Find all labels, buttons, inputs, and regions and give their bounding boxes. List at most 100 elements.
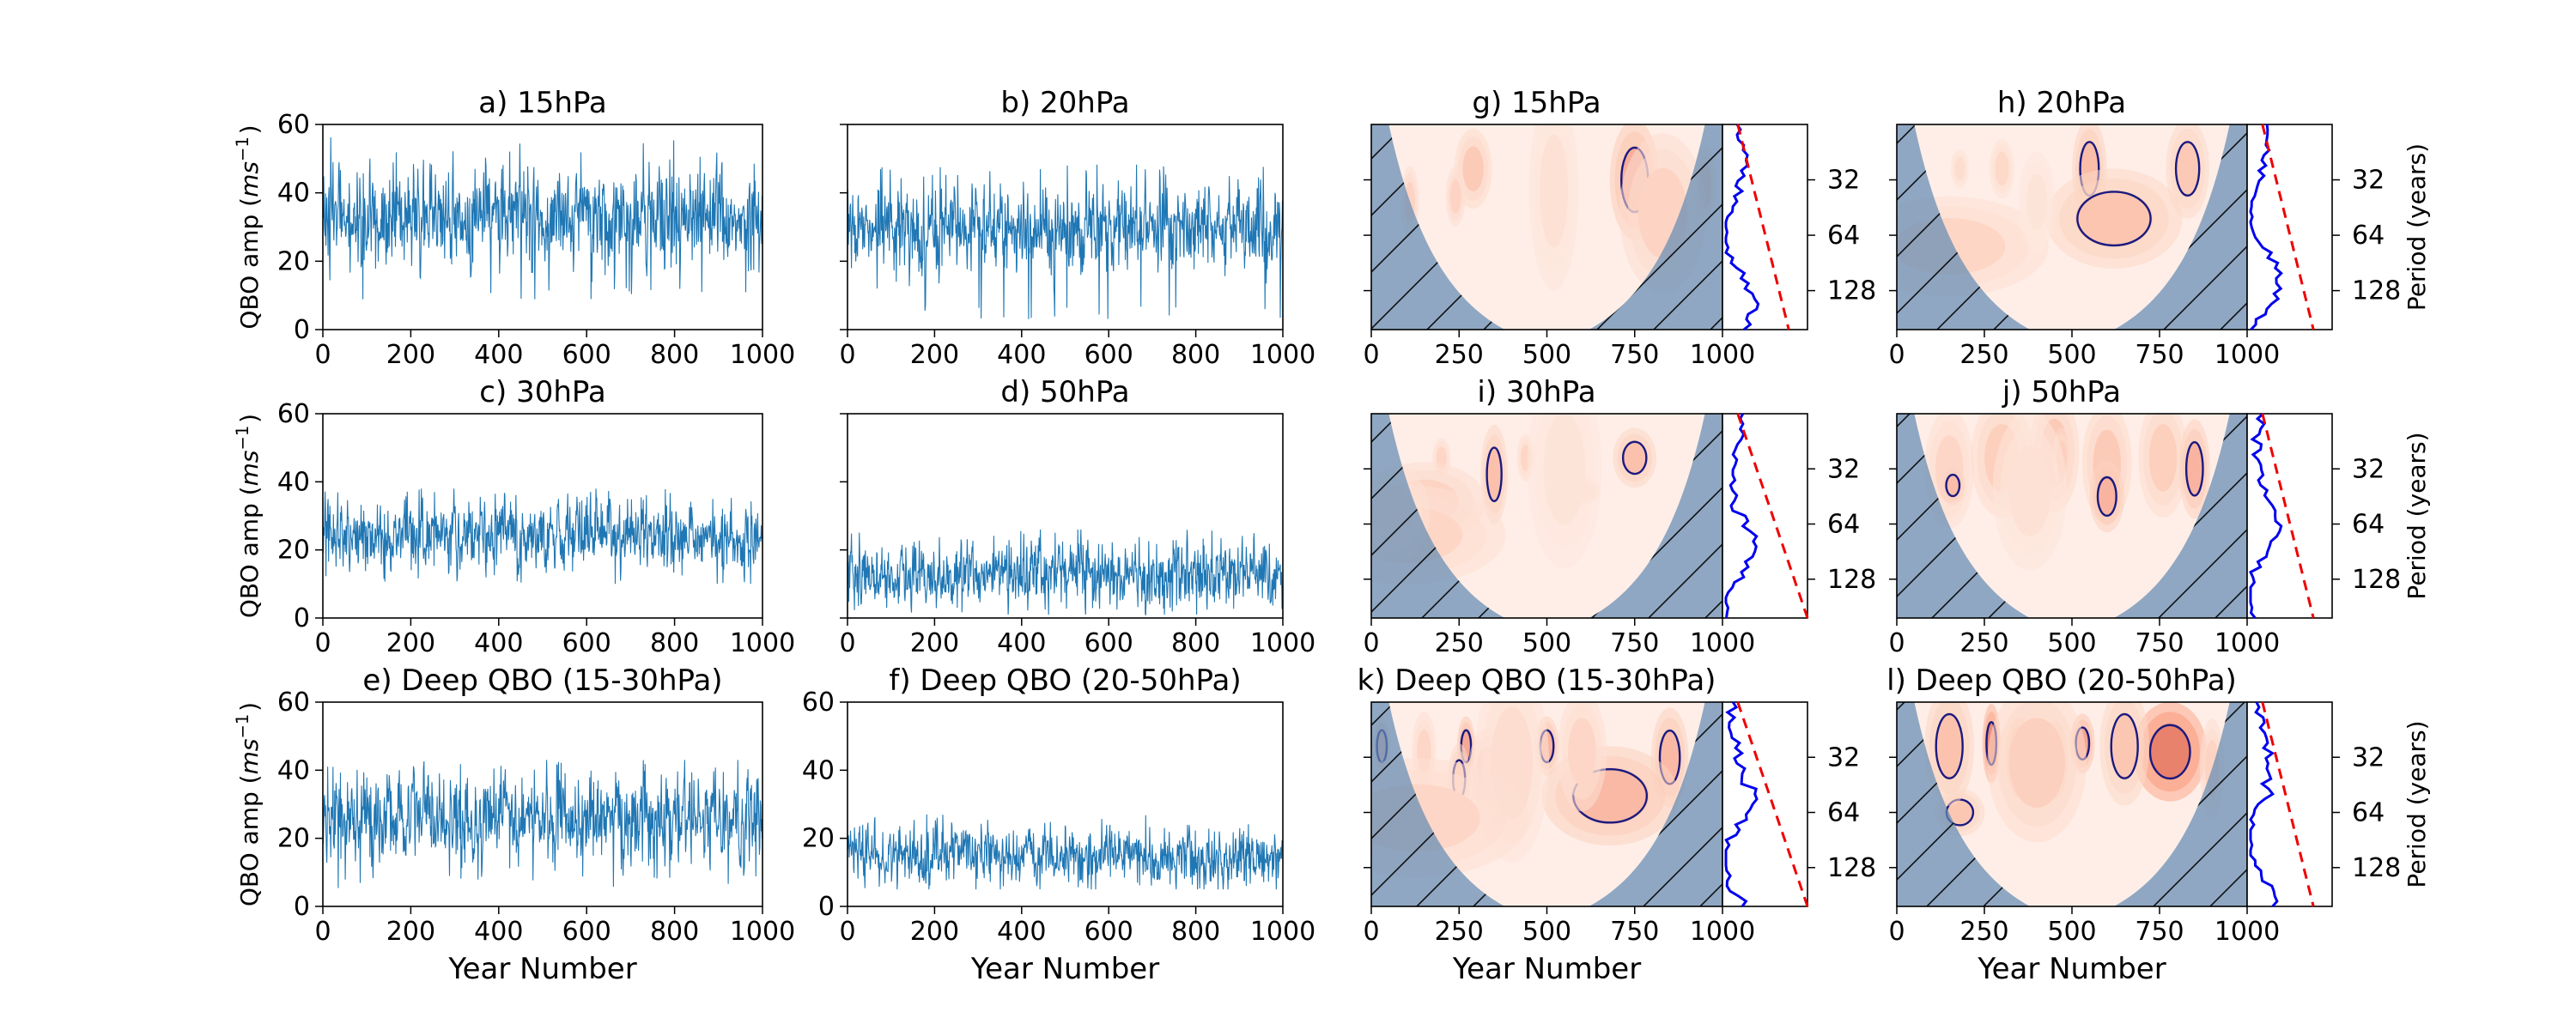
y-axis-label: QBO amp (ms−1 ) [233, 414, 264, 618]
period-tick-label: 64 [1827, 798, 1860, 828]
period-tick-label: 32 [1827, 742, 1860, 772]
x-tick-label: 600 [1084, 628, 1133, 658]
global-spectrum-k: 32 64 128 [1722, 701, 1876, 907]
power-blob [2018, 152, 2056, 252]
x-tick-label: 500 [1522, 340, 1571, 370]
x-tick-label: 200 [910, 917, 959, 947]
x-tick-label: 0 [314, 340, 331, 370]
power-blob [1480, 424, 1509, 524]
power-blob [2045, 168, 2183, 269]
timeseries-panel-b: 0 200 400 600 800 1000 b) 20hPa [839, 86, 1315, 370]
x-tick-label: 1000 [1690, 340, 1755, 370]
y-tick-label: 60 [277, 688, 310, 718]
power-field [1371, 414, 1722, 618]
power-blob [1557, 702, 1607, 812]
series-line-e [322, 760, 763, 888]
spectrum-red-dashed-line [2261, 413, 2315, 619]
significance-contour [1485, 446, 1503, 502]
power-field [1371, 124, 1722, 330]
period-tick-label: 128 [1827, 565, 1876, 595]
panel-title-i: i) 30hPa [1477, 375, 1595, 409]
wavelet-panel-j: 0 250 500 750 1000 32 64 128 Period (years) j) 50… [1888, 375, 2431, 658]
x-tick-label: 800 [1171, 628, 1220, 658]
panel-title-k: k) Deep QBO (15-30hPa) [1358, 663, 1716, 698]
x-tick-label: 500 [2047, 628, 2096, 658]
x-tick-label: 400 [474, 917, 523, 947]
x-tick-label: 1000 [730, 628, 795, 658]
x-tick-label: 800 [650, 917, 699, 947]
panel-title-j: j) 50hPa [2002, 375, 2121, 409]
x-tick-label: 200 [386, 628, 435, 658]
y-tick-label: 0 [294, 603, 310, 633]
cone-hatch [1897, 702, 2031, 906]
power-blob [1989, 138, 2014, 199]
timeseries-panel-c: 0 200 400 600 800 1000 0 20 40 60 c) 30hPa QBO amp … [233, 375, 795, 658]
x-tick-label: 400 [474, 340, 523, 370]
power-blob [1987, 702, 2087, 843]
x-tick-label: 1000 [1250, 628, 1315, 658]
axes-frame [322, 413, 763, 619]
x-tick-label: 400 [997, 340, 1046, 370]
x-tick-label: 1000 [730, 340, 795, 370]
y-tick-label: 60 [277, 399, 310, 429]
y-tick-label: 60 [277, 110, 310, 140]
power-field [1371, 702, 1722, 906]
x-tick-label: 750 [1610, 628, 1659, 658]
spectrum-blue-line [2249, 124, 2283, 331]
spectrum-blue-line [1724, 413, 1759, 619]
power-blob [2138, 414, 2188, 518]
x-tick-label: 1000 [2215, 628, 2280, 658]
panel-title-l: l) Deep QBO (20-50hPa) [1886, 663, 2237, 698]
cone-hatch [1897, 124, 2031, 330]
x-tick-label: 0 [1363, 340, 1379, 370]
power-blob [2099, 702, 2150, 806]
significance-contour [2076, 191, 2152, 247]
y-tick-label: 40 [802, 755, 835, 785]
wavelet-panel-i: 0 250 500 750 1000 32 64 128 i) 30hPa [1363, 375, 1876, 658]
spectrum-frame [1722, 701, 1808, 907]
x-tick-label: 0 [1888, 917, 1905, 947]
cone-hatch [1371, 124, 1505, 330]
x-tick-label: 250 [1435, 628, 1484, 658]
significance-contour [2174, 141, 2201, 197]
y-tick-label: 0 [818, 892, 835, 922]
x-tick-label: 0 [1888, 628, 1905, 658]
significance-contour [1945, 473, 1961, 498]
x-tick-label: 600 [562, 628, 611, 658]
power-blobs [1924, 702, 2225, 843]
period-tick-label: 32 [2352, 742, 2385, 772]
x-tick-label: 200 [910, 628, 959, 658]
significance-contour [2184, 440, 2204, 497]
cone-hatch [1371, 702, 1505, 906]
x-axis-label: Year Number [447, 952, 636, 986]
power-blob [2132, 702, 2208, 802]
x-tick-label: 0 [839, 917, 855, 947]
period-axis-label: Period (years) [2403, 432, 2431, 599]
power-blob [1924, 702, 1975, 806]
series-line-b [847, 164, 1284, 319]
x-axis-label: Year Number [970, 952, 1159, 986]
spectrum-red-dashed-line [2261, 701, 2315, 907]
axes-frame [847, 124, 1284, 330]
cone-hatch [1371, 414, 1505, 618]
x-tick-label: 0 [839, 340, 855, 370]
x-tick-label: 1000 [1250, 917, 1315, 947]
x-tick-label: 800 [1171, 340, 1220, 370]
spectrum-blue-line [2249, 412, 2283, 619]
x-tick-label: 800 [1171, 917, 1220, 947]
power-blob [2178, 419, 2210, 519]
x-tick-label: 750 [2135, 917, 2184, 947]
panel-title-b: b) 20hPa [1000, 86, 1129, 120]
cone-hatch [1589, 702, 1722, 906]
y-tick-label: 20 [277, 246, 310, 276]
x-tick-label: 1000 [1690, 917, 1755, 947]
series-line-a [322, 137, 763, 300]
x-tick-label: 250 [1959, 628, 2008, 658]
panel-title-h: h) 20hPa [1997, 86, 2126, 120]
period-tick-label: 128 [2352, 276, 2401, 306]
panel-title-f: f) Deep QBO (20-50hPa) [889, 663, 1241, 698]
x-tick-label: 400 [997, 917, 1046, 947]
timeseries-panel-d: 0 200 400 600 800 1000 d) 50hPa [839, 375, 1315, 658]
wavelet-panels: 0 250 500 750 1000 32 64 128 g) 15hPa 0 250 500 750 1… [1358, 86, 2431, 986]
